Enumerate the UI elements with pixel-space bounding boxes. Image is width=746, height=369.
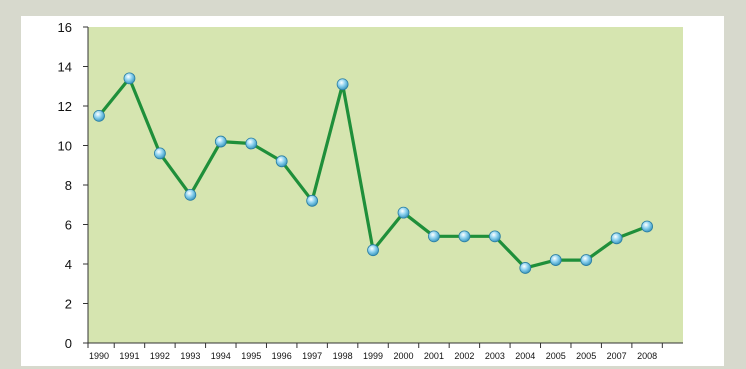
x-tick-label: 2000 bbox=[393, 351, 413, 361]
data-point-marker bbox=[458, 230, 471, 243]
data-point-marker bbox=[519, 262, 532, 274]
x-tick-label: 2005 bbox=[576, 351, 596, 361]
data-point-marker bbox=[549, 254, 562, 266]
data-point-marker bbox=[153, 147, 166, 160]
x-tick-label: 1998 bbox=[333, 351, 353, 361]
y-tick-label: 16 bbox=[58, 20, 72, 35]
y-tick-label: 12 bbox=[58, 99, 72, 114]
data-point-marker bbox=[641, 220, 653, 233]
x-tick-label: 1993 bbox=[180, 351, 200, 361]
data-point-marker bbox=[397, 206, 410, 219]
y-tick-label: 4 bbox=[65, 257, 72, 272]
x-tick-label: 2007 bbox=[607, 351, 627, 361]
x-tick-label: 1994 bbox=[211, 351, 231, 361]
data-point-marker bbox=[306, 194, 319, 207]
y-tick-label: 6 bbox=[65, 218, 72, 233]
x-tick-label: 1991 bbox=[119, 351, 139, 361]
data-point-markers bbox=[93, 72, 653, 274]
x-tick-label: 2003 bbox=[485, 351, 505, 361]
data-point-marker bbox=[336, 78, 349, 91]
plot-area bbox=[88, 27, 683, 343]
x-tick-label: 1996 bbox=[272, 351, 292, 361]
x-tick-label: 1990 bbox=[89, 351, 109, 361]
data-point-marker bbox=[245, 137, 258, 150]
data-point-marker bbox=[610, 232, 623, 245]
data-point-marker bbox=[214, 135, 227, 148]
x-tick-label: 1992 bbox=[150, 351, 170, 361]
x-tick-label: 2005 bbox=[546, 351, 566, 361]
data-point-marker bbox=[428, 230, 440, 243]
x-tick-label: 2002 bbox=[454, 351, 474, 361]
y-axis-ticks: 0 2 4 6 8 10 12 14 16 bbox=[58, 20, 88, 351]
data-point-marker bbox=[123, 72, 136, 85]
data-point-marker bbox=[488, 230, 501, 243]
data-point-marker bbox=[367, 244, 379, 257]
x-tick-label: 2001 bbox=[424, 351, 444, 361]
y-tick-label: 14 bbox=[58, 60, 72, 75]
x-tick-label: 1999 bbox=[363, 351, 383, 361]
y-tick-label: 2 bbox=[65, 297, 72, 312]
data-point-marker bbox=[275, 155, 288, 168]
x-tick-label: 2008 bbox=[637, 351, 657, 361]
x-tick-label: 2004 bbox=[515, 351, 535, 361]
data-point-marker bbox=[184, 188, 197, 201]
y-tick-label: 8 bbox=[65, 178, 72, 193]
data-point-marker bbox=[93, 109, 105, 122]
x-tick-label: 1995 bbox=[241, 351, 261, 361]
x-axis-ticks: 1990 1991 1992 1993 1994 1995 1996 1997 1998 1999… bbox=[89, 343, 663, 361]
x-tick-label: 1997 bbox=[302, 351, 322, 361]
y-tick-label: 10 bbox=[58, 139, 72, 154]
y-tick-label: 0 bbox=[65, 336, 72, 351]
data-point-marker bbox=[580, 254, 593, 266]
